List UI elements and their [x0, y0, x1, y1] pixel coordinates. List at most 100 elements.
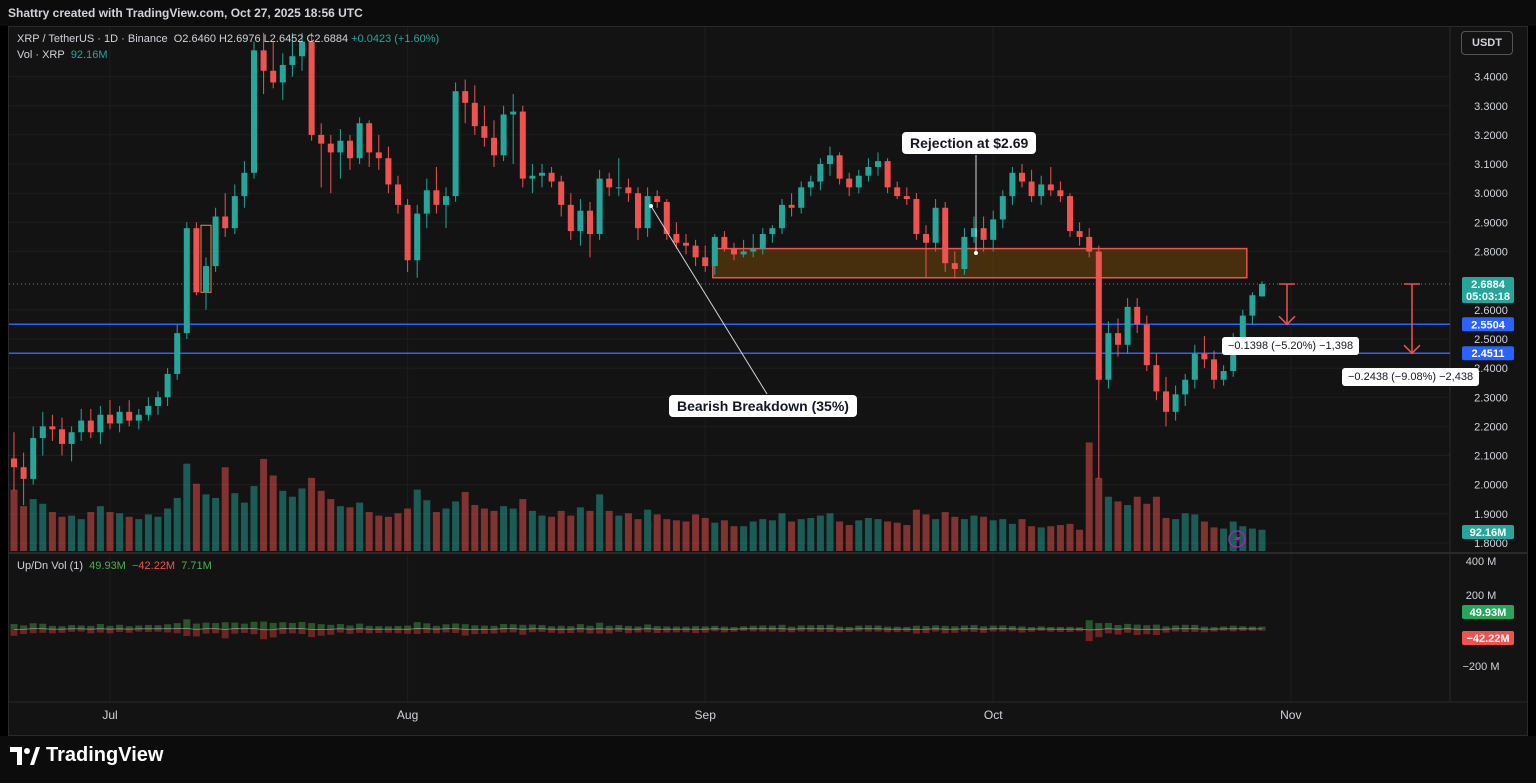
updown-label[interactable]: Up/Dn Vol (1) [17, 560, 84, 572]
up-volume-bar [269, 622, 277, 629]
candle [999, 190, 1006, 229]
candle-body [308, 41, 315, 135]
candle [894, 181, 901, 200]
up-volume-bar [1143, 625, 1151, 629]
candle-body [577, 210, 584, 232]
up-volume-bar [836, 626, 844, 629]
up-volume-bar [1172, 625, 1180, 629]
down-volume-bar [519, 629, 527, 635]
candle [318, 123, 325, 188]
candle-body [865, 166, 872, 176]
chart-frame[interactable]: 3.4000 3.3000 3.2000 3.1000 3.0000 2.9000 2.80… [8, 26, 1528, 736]
down-volume-bar [173, 629, 181, 634]
down-volume-bar [1210, 629, 1218, 632]
up-volume-bar [1258, 626, 1266, 629]
last-price-tag-bg [1462, 277, 1514, 304]
up-volume-bar [1028, 627, 1036, 629]
volume-bars [10, 442, 1266, 551]
candle-body [135, 414, 142, 421]
volume-label[interactable]: Vol · XRP [17, 49, 65, 61]
measure-label-1[interactable]: −0.1398 (−5.20%) −1,398 [1222, 337, 1360, 355]
down-volume-bar [903, 629, 911, 632]
volume-bar [144, 514, 152, 551]
candle-body [836, 155, 843, 179]
down-volume-bar [932, 629, 940, 632]
candle-body [1019, 172, 1025, 182]
up-volume-bar [1248, 626, 1256, 629]
candle [692, 239, 699, 267]
candle [865, 158, 872, 182]
candle [59, 417, 65, 456]
candle [212, 207, 219, 272]
level-tag-1: 2.5504 [1462, 317, 1514, 332]
candle-body [1067, 196, 1073, 232]
down-volume-bar [375, 629, 383, 633]
up-volume-bar [212, 623, 220, 629]
volume-bar [596, 494, 604, 551]
measure-label-2[interactable]: −0.2438 (−9.08%) −2,438 [1342, 368, 1480, 386]
candle [971, 216, 977, 243]
candle-body [471, 102, 478, 127]
candle [299, 32, 305, 71]
candle-body [759, 234, 766, 249]
chart-credit: Shattry created with TradingView.com, Oc… [8, 6, 363, 20]
up-volume-bar [317, 624, 325, 629]
down-volume-bar [135, 629, 143, 632]
volume-bar [471, 504, 479, 551]
down-volume-bar [106, 629, 114, 634]
down-volume-bar [528, 629, 536, 633]
volume-bar [576, 507, 584, 551]
level-tag-2-text: 2.4511 [1471, 348, 1504, 360]
rejection-callout[interactable]: Rejection at $2.69 [902, 132, 1037, 154]
candle [1057, 181, 1064, 202]
volume-bar [192, 483, 200, 551]
down-volume-bar [1143, 629, 1151, 635]
candle-body [107, 414, 113, 424]
down-volume-bar [260, 629, 268, 640]
tradingview-logo[interactable]: TradingView [10, 744, 163, 767]
candle-body [1163, 391, 1169, 412]
candle-body [375, 152, 382, 159]
candle-body [654, 196, 661, 202]
volume-bar [1258, 529, 1266, 551]
candle [1182, 373, 1189, 406]
candle [1191, 344, 1198, 389]
candle [721, 231, 728, 252]
candle-body [846, 178, 853, 188]
up-volume-bar [346, 625, 354, 629]
up-volume-bar [548, 626, 556, 629]
volume-bar [653, 514, 661, 551]
down-volume-bar [48, 629, 56, 634]
volume-bar [183, 463, 191, 551]
candle-body [155, 397, 161, 406]
candle-body [519, 111, 526, 179]
candle-body [97, 414, 104, 433]
candle-body [30, 438, 37, 479]
breakdown-callout[interactable]: Bearish Breakdown (35%) [669, 395, 857, 417]
up-volume-bar [1076, 627, 1084, 629]
volume-bar [519, 499, 527, 551]
up-volume-bar [845, 626, 853, 629]
symbol-name[interactable]: XRP / TetherUS · 1D · Binance [17, 33, 168, 45]
currency-button[interactable]: USDT [1461, 31, 1513, 55]
chart-canvas[interactable]: 3.4000 3.3000 3.2000 3.1000 3.0000 2.9000 2.80… [9, 27, 1528, 736]
candle-body [539, 172, 545, 176]
candle [942, 201, 949, 272]
volume-bar [1162, 517, 1170, 551]
candle [1259, 281, 1265, 297]
volume-bar [1037, 527, 1045, 551]
price-tick-label: 2.5000 [1474, 334, 1508, 346]
volume-bar [692, 514, 700, 551]
candle-body [231, 196, 238, 229]
down-volume-bar [884, 629, 892, 633]
down-volume-bar [231, 629, 239, 634]
candle-body [606, 178, 613, 188]
volume-bar [605, 510, 613, 551]
volume-bar [816, 515, 824, 551]
candle-body [903, 196, 910, 200]
up-volume-bar [989, 625, 997, 629]
up-volume-bar [48, 625, 56, 629]
up-volume-bar [903, 626, 911, 629]
up-volume-bar [327, 624, 335, 629]
